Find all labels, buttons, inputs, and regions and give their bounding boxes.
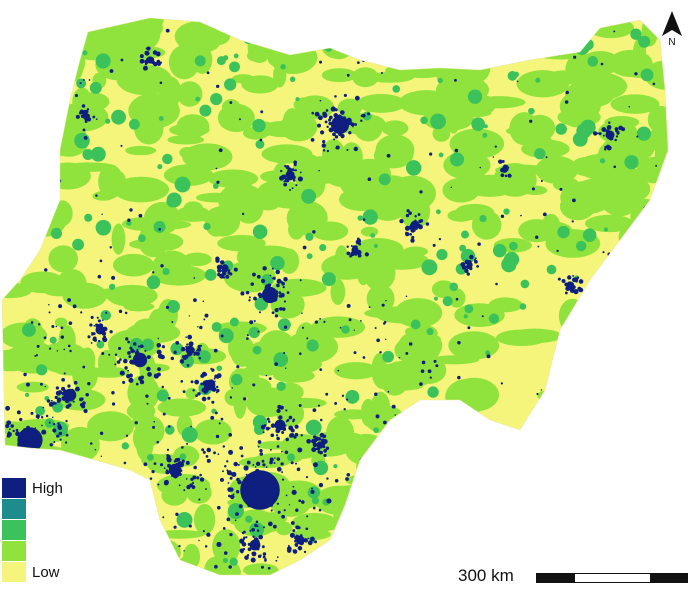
urban-density-layer	[2, 28, 660, 572]
scale-bar: 300 km	[458, 566, 692, 586]
legend-swatch-1	[2, 478, 26, 498]
north-label: N	[668, 37, 675, 48]
country-outline	[1, 17, 669, 576]
legend-swatch-5	[2, 562, 26, 582]
north-arrow: N	[656, 8, 688, 48]
scale-bar-graphic	[536, 573, 688, 583]
scale-bar-label: 300 km	[458, 566, 514, 585]
legend-swatch-4	[2, 541, 26, 561]
legend-swatch-3	[2, 520, 26, 540]
legend-swatch-2	[2, 499, 26, 519]
legend-low-label: Low	[32, 564, 60, 581]
north-arrow-icon: N	[662, 11, 682, 48]
legend-high-label: High	[32, 480, 63, 497]
map-legend: High Low	[2, 478, 94, 584]
